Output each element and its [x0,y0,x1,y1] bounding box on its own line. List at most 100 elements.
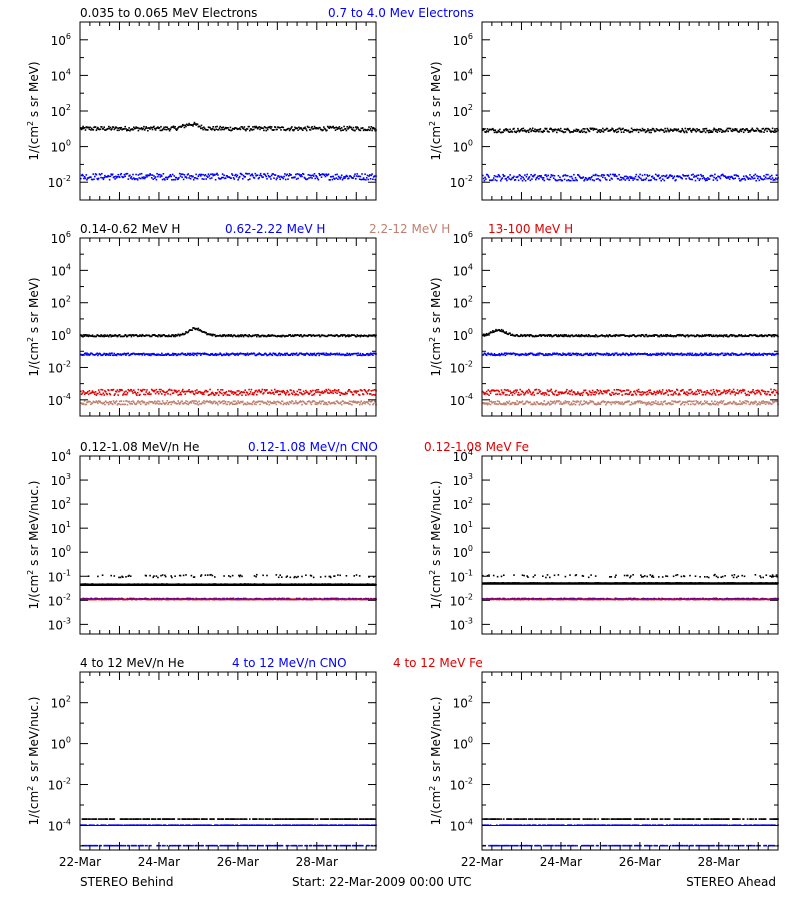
data-point [288,129,291,132]
data-point [192,354,195,357]
data-point [521,390,524,393]
data-point [765,127,768,130]
data-point [337,178,339,180]
data-point [267,175,270,177]
data-point [632,179,634,181]
data-point [710,334,712,336]
data-point [643,129,645,132]
data-point [702,128,704,130]
data-point [570,403,572,406]
data-point [269,175,271,178]
data-point [697,390,700,392]
data-point [249,393,251,395]
data-point [234,354,236,356]
data-point [140,389,142,391]
data-point [364,402,366,405]
data-point [760,131,763,133]
data-point [490,400,493,403]
data-point [731,390,733,393]
data-point [89,353,91,356]
data-point [118,129,120,132]
data-point [203,353,205,355]
data-point [524,403,526,405]
data-point [311,334,313,337]
data-point [761,353,764,355]
data-point [636,353,638,356]
data-point [357,175,359,178]
data-point [285,403,288,406]
data-point [223,353,225,355]
data-point [221,128,224,131]
data-point [154,389,156,392]
data-point [301,175,303,178]
data-point [120,400,123,402]
data-point [648,354,651,356]
data-point [233,403,236,405]
data-point [128,400,130,403]
data-point [582,403,585,405]
data-point [323,173,325,175]
data-point [496,389,498,392]
data-point [760,353,762,356]
data-point [108,127,111,130]
data-point [750,178,752,180]
data-point [645,394,648,396]
data-point [164,403,166,406]
data-point [755,179,757,182]
data-point [203,331,206,333]
data-point [653,335,655,337]
data-point [249,129,251,132]
data-point [318,334,320,336]
data-point [707,334,710,336]
data-point [229,126,232,129]
data-point [704,179,707,182]
data-point [304,402,306,405]
data-point [131,178,133,180]
data-point [108,178,111,181]
data-point [300,392,302,394]
data-point [679,175,681,178]
data-point [710,130,712,132]
data-point [717,389,719,392]
data-point [609,334,611,336]
data-point [136,394,138,396]
data-point [91,390,94,392]
data-point [678,334,680,337]
data-point [672,176,675,179]
data-point [203,127,206,130]
data-point [557,174,560,177]
data-point [764,390,767,393]
data-point [338,352,341,355]
data-point [709,131,712,133]
data-point [726,127,729,130]
data-point [595,392,598,394]
data-point [158,400,161,403]
data-point [674,391,676,393]
data-point [266,127,268,129]
data-point [558,393,560,395]
data-point [358,175,360,177]
y-tick-label: 100 [51,327,71,343]
data-point [703,130,705,132]
data-point [660,393,662,395]
data-point [683,130,685,133]
data-point [355,126,357,128]
series-points [482,400,779,406]
data-point [366,393,369,395]
data-point [724,175,726,177]
data-point [759,392,761,394]
data-point [189,177,192,180]
data-point [362,177,365,179]
data-point [557,128,560,130]
data-point [524,354,526,356]
data-point [655,178,658,181]
data-point [635,129,638,132]
data-point [728,402,730,405]
data-point [185,176,187,178]
data-point [733,401,736,403]
data-point [721,334,724,337]
data-point [537,128,539,131]
data-point [676,389,679,391]
data-point [270,402,273,405]
data-point [646,353,648,355]
